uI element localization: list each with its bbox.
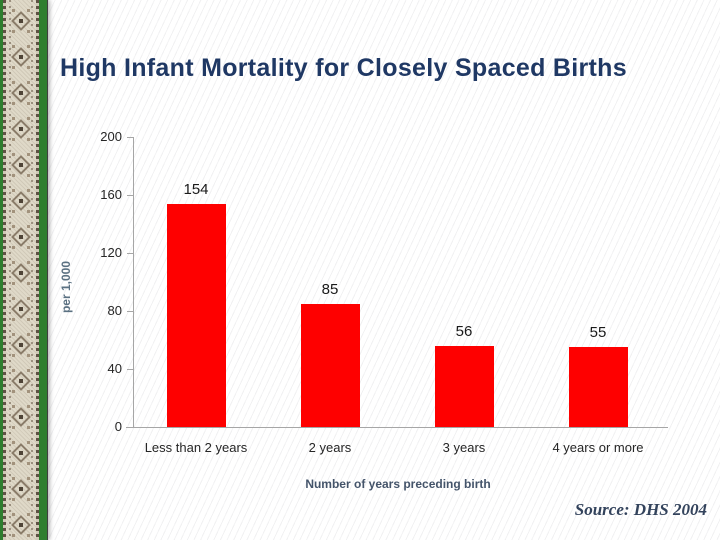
border-motif — [6, 476, 36, 502]
border-motif — [6, 152, 36, 178]
bar-2 — [300, 304, 360, 427]
slide-content: High Infant Mortality for Closely Spaced… — [48, 0, 720, 540]
border-motif — [6, 512, 36, 538]
border-motif — [6, 44, 36, 70]
y-tick-label: 80 — [107, 303, 122, 318]
y-tick-label: 120 — [100, 245, 122, 260]
y-tick-mark — [127, 369, 133, 370]
y-tick-mark — [127, 195, 133, 196]
border-trim-right — [36, 0, 39, 540]
y-tick-label: 40 — [107, 361, 122, 376]
y-tick-mark — [127, 253, 133, 254]
border-carpet-pattern — [6, 0, 36, 540]
decorative-border — [0, 0, 48, 540]
y-axis-line — [133, 137, 134, 427]
bar-value-label: 55 — [589, 324, 607, 341]
border-edge-line — [47, 0, 48, 540]
border-motif — [6, 368, 36, 394]
source-citation: Source: DHS 2004 — [574, 500, 707, 519]
border-motif — [6, 116, 36, 142]
y-tick-label: 0 — [114, 419, 122, 434]
bar-3 — [434, 346, 494, 427]
x-axis-line — [126, 427, 668, 428]
y-tick-mark — [127, 137, 133, 138]
x-category-label: 2 years — [308, 440, 352, 455]
bar-value-label: 154 — [183, 181, 209, 198]
border-motif — [6, 188, 36, 214]
slide-title: High Infant Mortality for Closely Spaced… — [60, 54, 627, 82]
y-tick-label: 160 — [100, 187, 122, 202]
border-motif — [6, 224, 36, 250]
y-tick-label: 200 — [100, 129, 122, 144]
border-motif — [6, 260, 36, 286]
y-axis-title: per 1,000 — [59, 260, 73, 314]
bar-value-label: 85 — [321, 281, 339, 298]
bar-1 — [166, 204, 226, 427]
border-motif — [6, 80, 36, 106]
x-category-label: 3 years — [442, 440, 486, 455]
border-motif — [6, 440, 36, 466]
border-trim-left — [3, 0, 6, 540]
border-motif — [6, 8, 36, 34]
bar-4 — [568, 347, 628, 427]
y-tick-mark — [127, 311, 133, 312]
border-motif — [6, 404, 36, 430]
bar-value-label: 56 — [455, 323, 473, 340]
x-axis-title: Number of years preceding birth — [305, 477, 491, 491]
border-motif — [6, 332, 36, 358]
border-motif — [6, 296, 36, 322]
x-category-label: Less than 2 years — [144, 440, 248, 455]
x-category-label: 4 years or more — [552, 440, 644, 455]
